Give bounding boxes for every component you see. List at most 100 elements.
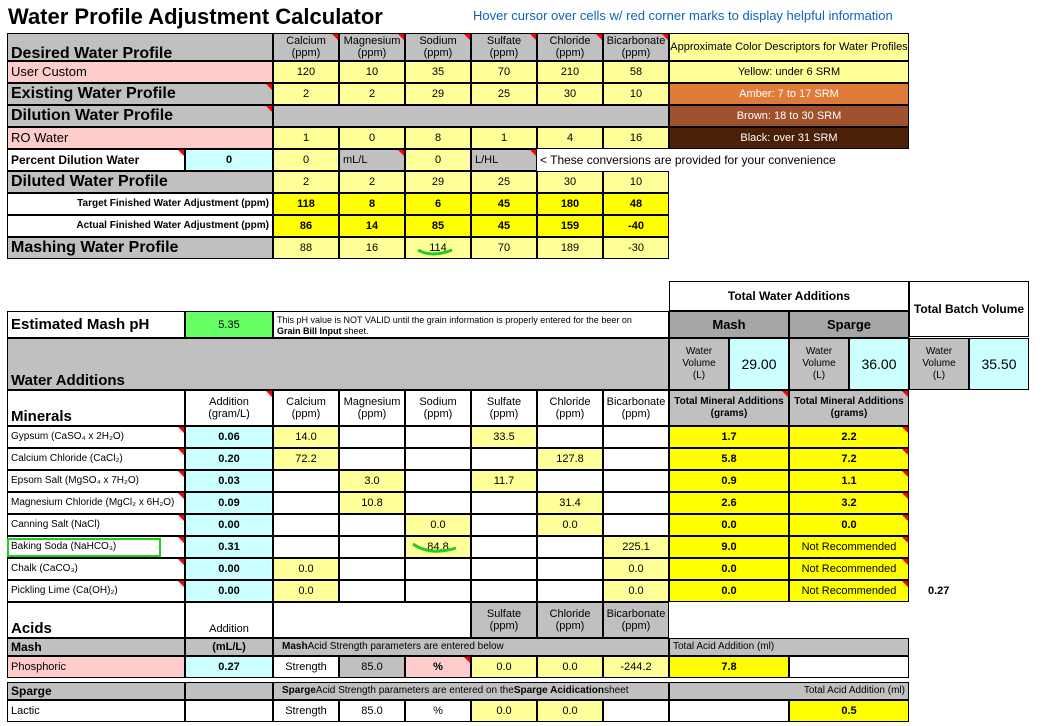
mineral-sulfate bbox=[471, 558, 537, 580]
actual-sulfate: 45 bbox=[471, 215, 537, 237]
dilution-chloride[interactable]: 4 bbox=[537, 127, 603, 149]
dilution-bicarbonate[interactable]: 16 bbox=[603, 127, 669, 149]
existing-sodium[interactable]: 29 bbox=[405, 83, 471, 105]
mineral-calcium bbox=[273, 470, 339, 492]
mash-acid-addition-input[interactable]: 0.27 bbox=[185, 656, 273, 678]
mineral-bicarbonate bbox=[603, 448, 669, 470]
sparge-acid-chloride: 0.0 bbox=[537, 700, 603, 722]
sparge-acid-note-end: sheet bbox=[604, 685, 629, 696]
existing-calcium[interactable]: 2 bbox=[273, 83, 339, 105]
mineral-mash-total: 5.8 bbox=[669, 448, 789, 470]
existing-sulfate[interactable]: 25 bbox=[471, 83, 537, 105]
mashing-calcium: 88 bbox=[273, 237, 339, 259]
dilution-sulfate[interactable]: 1 bbox=[471, 127, 537, 149]
sparge-acid-section-label: Sparge bbox=[7, 682, 185, 700]
sparge-acid-note-bold2: Sparge Acidication bbox=[513, 685, 605, 696]
acid-bicarbonate-header: Bicarbonate (ppm) bbox=[603, 602, 669, 638]
mineral-sparge-total: Not Recommended bbox=[789, 558, 909, 580]
mineral-addition-input[interactable]: 0.00 bbox=[185, 558, 273, 580]
acid-unit-label: (mL/L) bbox=[185, 638, 273, 656]
mineral-sparge-total: 0.0 bbox=[789, 514, 909, 536]
mineral-sodium: 84.8 bbox=[405, 536, 471, 558]
mineral-sulfate bbox=[471, 492, 537, 514]
mash-volume-input[interactable]: 29.00 bbox=[729, 338, 789, 390]
mineral-bicarbonate bbox=[603, 470, 669, 492]
mash-acid-sulfate: 0.0 bbox=[471, 656, 537, 678]
mineral-addition-input[interactable]: 0.00 bbox=[185, 514, 273, 536]
ph-note-line1: This pH value is NOT VALID until the gra… bbox=[277, 315, 632, 325]
mineral-sulfate bbox=[471, 448, 537, 470]
mineral-magnesium bbox=[339, 558, 405, 580]
desired-sulfate[interactable]: 70 bbox=[471, 61, 537, 83]
dilution-profile-name[interactable]: RO Water bbox=[7, 127, 273, 149]
sparge-acid-addition-blank bbox=[185, 700, 273, 722]
desired-sodium[interactable]: 35 bbox=[405, 61, 471, 83]
existing-bicarbonate[interactable]: 10 bbox=[603, 83, 669, 105]
mineral-calcium: 14.0 bbox=[273, 426, 339, 448]
total-water-additions-header: Total Water Additions bbox=[669, 281, 909, 311]
diluted-sulfate: 25 bbox=[471, 171, 537, 193]
mashing-sulfate: 70 bbox=[471, 237, 537, 259]
mash-acid-name[interactable]: Phosphoric bbox=[7, 656, 185, 678]
dilution-water-profile-label: Dilution Water Profile bbox=[7, 105, 273, 127]
header-calcium: Calcium (ppm) bbox=[273, 33, 339, 61]
l-per-hl-unit[interactable]: L/HL bbox=[471, 149, 537, 171]
mineral-addition-input[interactable]: 0.09 bbox=[185, 492, 273, 514]
target-bicarbonate: 48 bbox=[603, 193, 669, 215]
dilution-magnesium[interactable]: 0 bbox=[339, 127, 405, 149]
mineral-magnesium bbox=[339, 426, 405, 448]
ph-note-sheet: sheet. bbox=[341, 326, 369, 336]
mineral-addition-input[interactable]: 0.31 bbox=[185, 536, 273, 558]
conversion-note: < These conversions are provided for you… bbox=[540, 153, 836, 167]
mash-acid-strength-input[interactable]: 85.0 bbox=[339, 656, 405, 678]
mineral-chloride: 0.0 bbox=[537, 514, 603, 536]
mash-header: Mash bbox=[669, 311, 789, 338]
mineral-chloride bbox=[537, 536, 603, 558]
sparge-acid-note-mid: Acid Strength parameters are entered on … bbox=[315, 685, 514, 696]
mineral-addition-input[interactable]: 0.20 bbox=[185, 448, 273, 470]
sparge-acid-blank bbox=[669, 700, 789, 722]
desired-calcium[interactable]: 120 bbox=[273, 61, 339, 83]
desired-water-profile-label: Desired Water Profile bbox=[7, 33, 273, 61]
mash-acid-blank bbox=[789, 656, 909, 678]
desired-profile-name[interactable]: User Custom bbox=[7, 61, 273, 83]
mashing-sodium: 114 bbox=[405, 237, 471, 259]
ph-note: This pH value is NOT VALID until the gra… bbox=[273, 311, 669, 338]
color-yellow: Yellow: under 6 SRM bbox=[669, 61, 909, 83]
estimated-mash-ph-label: Estimated Mash pH bbox=[7, 311, 185, 338]
mineral-name: Canning Salt (NaCl) bbox=[7, 514, 185, 536]
sparge-total-acid-label: Total Acid Addition (ml) bbox=[669, 682, 909, 700]
mineral-addition-input[interactable]: 0.00 bbox=[185, 580, 273, 602]
mash-total-acid-label: Total Acid Addition (ml) bbox=[669, 638, 909, 656]
acid-addition-header: Addition bbox=[185, 602, 273, 638]
dilution-calcium[interactable]: 1 bbox=[273, 127, 339, 149]
acids-label: Acids bbox=[7, 602, 185, 638]
mineral-addition-input[interactable]: 0.06 bbox=[185, 426, 273, 448]
mineral-chloride bbox=[537, 426, 603, 448]
mineral-bicarbonate: 0.0 bbox=[603, 580, 669, 602]
diluted-water-profile-label: Diluted Water Profile bbox=[7, 171, 273, 193]
existing-magnesium[interactable]: 2 bbox=[339, 83, 405, 105]
mineral-magnesium bbox=[339, 536, 405, 558]
sparge-acid-name[interactable]: Lactic bbox=[7, 700, 185, 722]
mineral-sulfate bbox=[471, 514, 537, 536]
mineral-mash-total: 0.0 bbox=[669, 514, 789, 536]
dilution-sodium[interactable]: 8 bbox=[405, 127, 471, 149]
sparge-volume-label: Water Volume (L) bbox=[789, 338, 849, 390]
existing-chloride[interactable]: 30 bbox=[537, 83, 603, 105]
ml-per-l-unit[interactable]: mL/L bbox=[339, 149, 405, 171]
desired-magnesium[interactable]: 10 bbox=[339, 61, 405, 83]
sparge-volume-input[interactable]: 36.00 bbox=[849, 338, 909, 390]
desired-bicarbonate[interactable]: 58 bbox=[603, 61, 669, 83]
sparge-acid-bicarbonate-blank bbox=[603, 700, 669, 722]
sparge-acid-blank-cell bbox=[185, 682, 273, 700]
mineral-calcium: 0.0 bbox=[273, 558, 339, 580]
actual-calcium: 86 bbox=[273, 215, 339, 237]
estimated-mash-ph-value: 5.35 bbox=[185, 311, 273, 338]
mash-acid-strength-unit[interactable]: % bbox=[405, 656, 471, 678]
mineral-addition-input[interactable]: 0.03 bbox=[185, 470, 273, 492]
total-batch-volume-header: Total Batch Volume bbox=[909, 281, 1029, 337]
target-chloride: 180 bbox=[537, 193, 603, 215]
desired-chloride[interactable]: 210 bbox=[537, 61, 603, 83]
percent-dilution-input[interactable]: 0 bbox=[185, 149, 273, 171]
